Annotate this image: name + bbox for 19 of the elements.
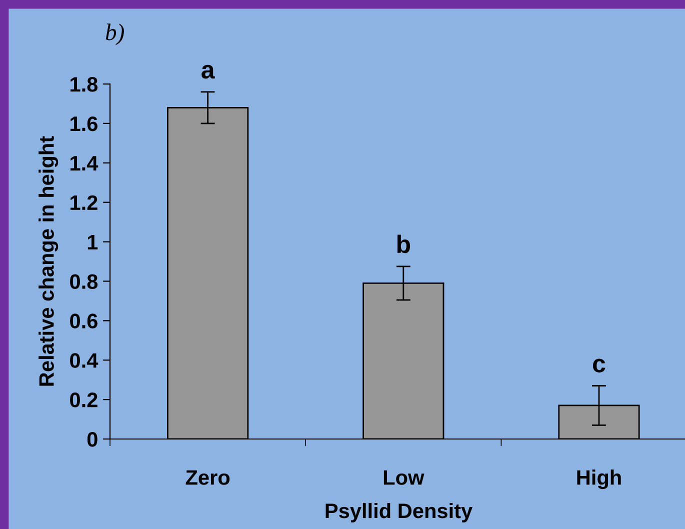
y-tick-label: 1.2 [70,195,98,210]
y-tick-label: 1.6 [70,116,98,132]
y-tick-label: 1.8 [70,77,98,92]
x-tick-label: High [577,470,621,490]
annotation: a [202,64,215,79]
x-tick-label: Low [384,470,424,485]
y-tick-label: 0.2 [70,392,98,408]
y-tick-label: 1.4 [70,156,98,170]
annotation: b [397,234,410,254]
y-axis-title: Relative change in height [38,136,58,386]
y-tick-label: 1 [88,234,98,250]
x-tick-label: Zero [186,470,230,485]
annotation: c [593,358,606,372]
y-tick-label: 0.4 [70,353,98,368]
x-axis-title: Psyllid Density [326,502,472,522]
y-tick-label: 0.8 [70,274,98,289]
y-tick-label: 0 [87,432,98,447]
chart-title: b) [106,24,124,46]
y-tick-label: 0.6 [70,314,98,328]
